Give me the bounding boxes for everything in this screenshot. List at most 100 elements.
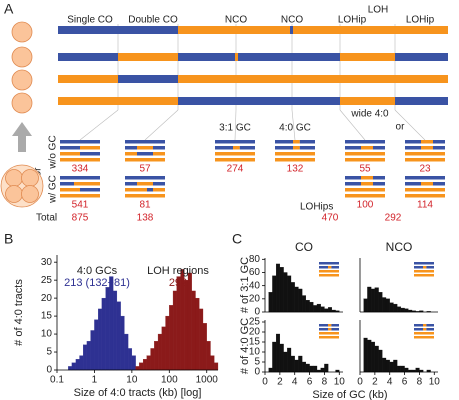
histogram-bar [75,359,80,371]
count: 334 [72,164,89,175]
chromosome [58,53,118,61]
row-label: LOHips [300,202,333,213]
histogram-bar [157,333,162,371]
tract-icon [275,158,315,162]
tract-icon [345,182,361,186]
histogram-bar [283,351,288,373]
tract-icon [293,146,300,150]
histogram-bar [135,366,140,371]
tract-icon [421,140,433,144]
panel-label: A [4,1,14,17]
histogram-bar [90,330,95,371]
chromosome [290,26,293,34]
y-tick-label: 5 [254,357,260,368]
histogram-bar [142,359,147,371]
event-label: LOH [368,5,389,16]
histogram-bar [279,267,284,313]
y-tick-label: 20 [41,293,53,304]
chromosome [395,53,448,61]
connector [79,109,119,141]
histogram-bar [275,333,281,373]
tract-icon [433,140,445,144]
histogram-bar [389,361,394,373]
tract-type: 4:0 GC [279,123,311,134]
tract-icon [345,146,361,150]
chromosome [395,97,448,105]
histogram-bar [272,341,277,373]
tract-icon [328,266,332,269]
y-axis-label: # of 4:0 tracts [13,279,25,346]
chromosome [58,97,178,105]
tract-icon [331,324,339,327]
chromosome [118,53,178,61]
histogram-bar [105,287,110,371]
tract-icon [414,336,434,339]
histogram-bar [268,367,273,373]
y-tick-label: 60 [249,267,261,278]
x-tick-label: 4 [387,377,393,388]
histogram-bar [313,305,318,313]
tract-icon [426,328,434,331]
tract-icon [319,262,339,265]
tract-icon [423,266,427,269]
tract-icon [405,176,445,180]
cell [11,69,33,91]
histogram-bar [374,345,379,373]
histogram-bar [298,355,303,373]
tract-icon [125,194,165,198]
histogram-bar [169,305,174,371]
event-label: LOHip [406,15,435,26]
tract-icon [373,146,385,150]
histogram-bar [101,297,106,371]
histogram-bar [393,303,398,313]
x-tick-label: 10 [334,377,346,388]
histogram-bar [305,363,310,373]
histogram-bar [109,276,114,371]
y-tick-label: 20 [249,293,261,304]
tract-icon [414,262,434,265]
tract-icon [373,152,385,156]
tract-icon [414,270,434,273]
tract-icon [275,140,293,144]
chromosome [235,53,238,61]
tract-icon [60,158,100,162]
histogram-bar [367,339,372,373]
tract-icon [147,188,153,192]
cell [11,46,33,68]
histogram-bar [275,263,281,313]
x-tick-label: 6 [307,377,313,388]
histogram-bar [370,288,376,313]
histogram-bar [324,308,329,313]
histogram-bar [287,347,292,373]
event-label: Single CO [67,15,113,26]
histogram-bar [363,298,368,313]
y-tick-label: 25 [41,275,53,286]
histogram-bar [378,292,383,313]
count: 57 [139,164,151,175]
x-tick-label: 6 [402,377,408,388]
event-label: Double CO [128,15,178,26]
tract-icon [299,146,315,150]
chromosome [178,97,340,105]
series-count: 213 (132+81) [64,277,130,289]
cell [21,185,39,203]
panel-label: C [232,231,242,247]
histogram-bar [294,359,299,373]
chart-title: CO [295,240,313,254]
x-tick-label: 8 [417,377,423,388]
y-tick-label: 0 [46,365,52,376]
histogram-bar [290,282,295,313]
histogram-bar [86,341,91,371]
tract-icon [137,152,153,156]
tract-icon [60,182,74,186]
cell [11,21,33,43]
chromosome [118,75,178,83]
tract-icon [328,324,332,327]
row-label: w/ GC [48,175,59,204]
count: 114 [417,200,433,211]
y-tick-label: 30 [41,257,53,268]
histogram-bar [146,355,151,371]
tract-icon [319,274,339,277]
tract-icon [215,146,233,150]
